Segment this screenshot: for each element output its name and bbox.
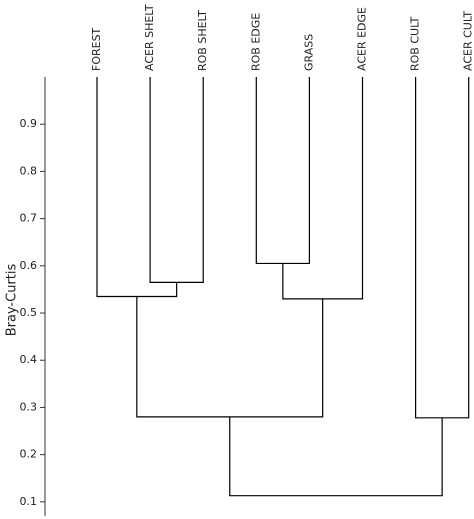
dendrogram-link (229, 416, 443, 497)
y-axis-title: Bray-Curtis (5, 264, 20, 337)
leaf-label: ACER SHELT (143, 4, 156, 71)
dendrogram-link (415, 77, 470, 419)
y-tick-label: 0.7 (20, 212, 38, 225)
y-tick-label: 0.8 (20, 164, 38, 177)
leaf-label: FOREST (90, 27, 103, 71)
leaf-label: ROB CULT (409, 16, 422, 71)
dendrogram-link (96, 77, 178, 298)
leaf-label: ROB SHELT (196, 10, 209, 71)
y-tick-label: 0.3 (20, 400, 38, 413)
y-tick-label: 0.5 (20, 306, 38, 319)
y-tick-label: 0.6 (20, 259, 38, 272)
dendrogram-link (149, 77, 204, 283)
dendrogram-link (136, 296, 324, 418)
leaf-label: ACER EDGE (356, 7, 369, 71)
y-tick-label: 0.9 (20, 117, 38, 130)
leaf-label: ROB EDGE (249, 13, 262, 71)
y-tick-label: 0.4 (20, 353, 38, 366)
leaf-label: GRASS (302, 34, 315, 71)
dendrogram-link (282, 77, 364, 300)
dendrogram-link (255, 77, 310, 265)
y-tick-label: 0.1 (20, 495, 38, 508)
leaf-label: ACER CULT (462, 11, 474, 71)
y-tick-label: 0.2 (20, 448, 38, 461)
